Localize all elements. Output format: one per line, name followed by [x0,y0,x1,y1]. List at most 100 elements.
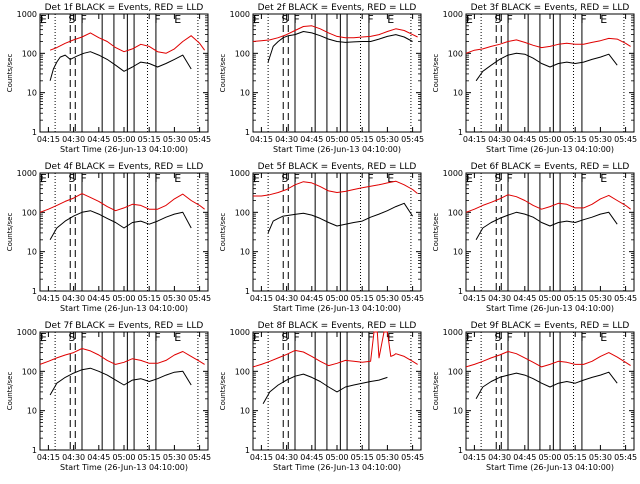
y-tick-label: 1000 [443,169,463,178]
x-tick-label: 04:45 [300,453,323,462]
segment-marker-label: F [154,13,160,26]
x-tick-label: 05:15 [351,135,374,144]
x-tick-label: 04:30 [62,294,85,303]
y-tick-label: 1 [458,446,463,455]
x-tick-label: 05:00 [325,453,348,462]
y-tick-label: 1000 [17,328,37,337]
segment-marker-label: S [281,13,288,26]
y-tick-label: 1000 [230,328,250,337]
segment-marker-label: S [494,331,501,344]
y-axis-label: Counts/sec [6,213,14,252]
chart-panel-3: Det 3f BLACK = Events, RED = LLD Counts/s… [432,3,637,154]
plot-frame [39,13,209,133]
y-tick-label: 100 [448,208,463,217]
x-tick-label: 04:30 [62,453,85,462]
segment-marker-label: S [494,172,501,185]
x-tick-label: 05:30 [163,453,186,462]
y-tick-label: 1000 [443,328,463,337]
segment-marker-label: E [466,13,473,26]
x-tick-label: 05:45 [188,294,211,303]
y-tick-label: 10 [27,89,37,98]
chart-panel-2: Det 2f BLACK = Events, RED = LLD Counts/s… [219,3,424,154]
x-tick-label: 05:30 [163,135,186,144]
series-line-events [475,52,618,82]
x-tick-label: 05:45 [188,453,211,462]
segment-marker-label: F [367,172,373,185]
y-tick-label: 1000 [17,10,37,19]
x-axis-label: Start Time (26-Jun-13 04:10:00) [60,304,188,313]
x-tick-label: 05:30 [376,294,399,303]
x-axis-label: Start Time (26-Jun-13 04:10:00) [486,145,614,154]
y-tick-label: 100 [235,367,250,376]
segment-marker-label: F [507,172,513,185]
segment-marker-label: E [253,331,260,344]
segment-marker-label: F [154,331,160,344]
segment-marker-label: F [154,172,160,185]
x-tick-label: 05:00 [325,135,348,144]
y-tick-label: 100 [235,49,250,58]
segment-marker-label: E [174,172,181,185]
x-tick-label: 04:45 [87,135,110,144]
segment-marker-label: E [600,172,607,185]
y-tick-label: 1 [458,128,463,137]
y-tick-label: 10 [240,407,250,416]
y-tick-label: 100 [235,208,250,217]
x-tick-label: 05:15 [564,294,587,303]
x-tick-label: 04:15 [463,294,486,303]
series-line-events [49,51,192,81]
series-line-lld [253,180,418,197]
x-tick-label: 05:15 [564,135,587,144]
segment-marker-label: S [68,13,75,26]
x-tick-label: 05:45 [614,294,637,303]
segment-marker-label: E [600,13,607,26]
segment-marker-label: E [40,13,47,26]
y-tick-label: 100 [22,208,37,217]
chart-panel-9: Det 9f BLACK = Events, RED = LLD Counts/s… [432,321,637,472]
x-tick-label: 04:30 [488,453,511,462]
y-tick-label: 1000 [443,10,463,19]
chart-panel-6: Det 6f BLACK = Events, RED = LLD Counts/s… [432,162,637,313]
segment-marker-label: E [174,331,181,344]
y-tick-label: 1 [245,287,250,296]
series-line-events [267,202,414,234]
y-tick-label: 1 [32,128,37,137]
x-tick-label: 05:00 [538,453,561,462]
plot-frame [465,172,635,292]
x-tick-label: 05:15 [351,294,374,303]
x-tick-label: 04:45 [87,453,110,462]
segment-marker-label: F [507,331,513,344]
x-tick-label: 05:30 [163,294,186,303]
y-tick-label: 1 [245,446,250,455]
series-line-lld [465,37,631,54]
segment-marker-label: S [494,13,501,26]
segment-marker-label: E [466,331,473,344]
y-axis-label: Counts/sec [6,54,14,93]
x-axis-label: Start Time (26-Jun-13 04:10:00) [60,463,188,472]
plot-frame [39,172,209,292]
segment-marker-label: E [387,13,394,26]
chart-panel-7: Det 7f BLACK = Events, RED = LLD Counts/s… [6,321,211,472]
x-tick-label: 05:15 [138,135,161,144]
plot-frame [39,331,209,451]
chart-title: Det 8f BLACK = Events, RED = LLD [258,321,417,331]
x-tick-label: 05:00 [112,294,135,303]
x-tick-label: 05:00 [538,135,561,144]
segment-marker-label: F [367,331,373,344]
x-tick-label: 05:30 [376,135,399,144]
x-tick-label: 05:00 [325,294,348,303]
chart-title: Det 7f BLACK = Events, RED = LLD [45,321,204,331]
x-tick-label: 04:45 [87,294,110,303]
x-tick-label: 04:30 [62,135,85,144]
y-tick-label: 10 [453,89,463,98]
segment-marker-label: E [253,13,260,26]
series-line-events [262,373,388,404]
x-tick-label: 04:30 [275,453,298,462]
x-tick-label: 05:45 [401,453,424,462]
series-line-lld [39,193,205,213]
x-tick-label: 04:45 [513,294,536,303]
chart-title: Det 3f BLACK = Events, RED = LLD [471,3,630,13]
y-tick-label: 1 [32,287,37,296]
x-tick-label: 04:45 [513,453,536,462]
